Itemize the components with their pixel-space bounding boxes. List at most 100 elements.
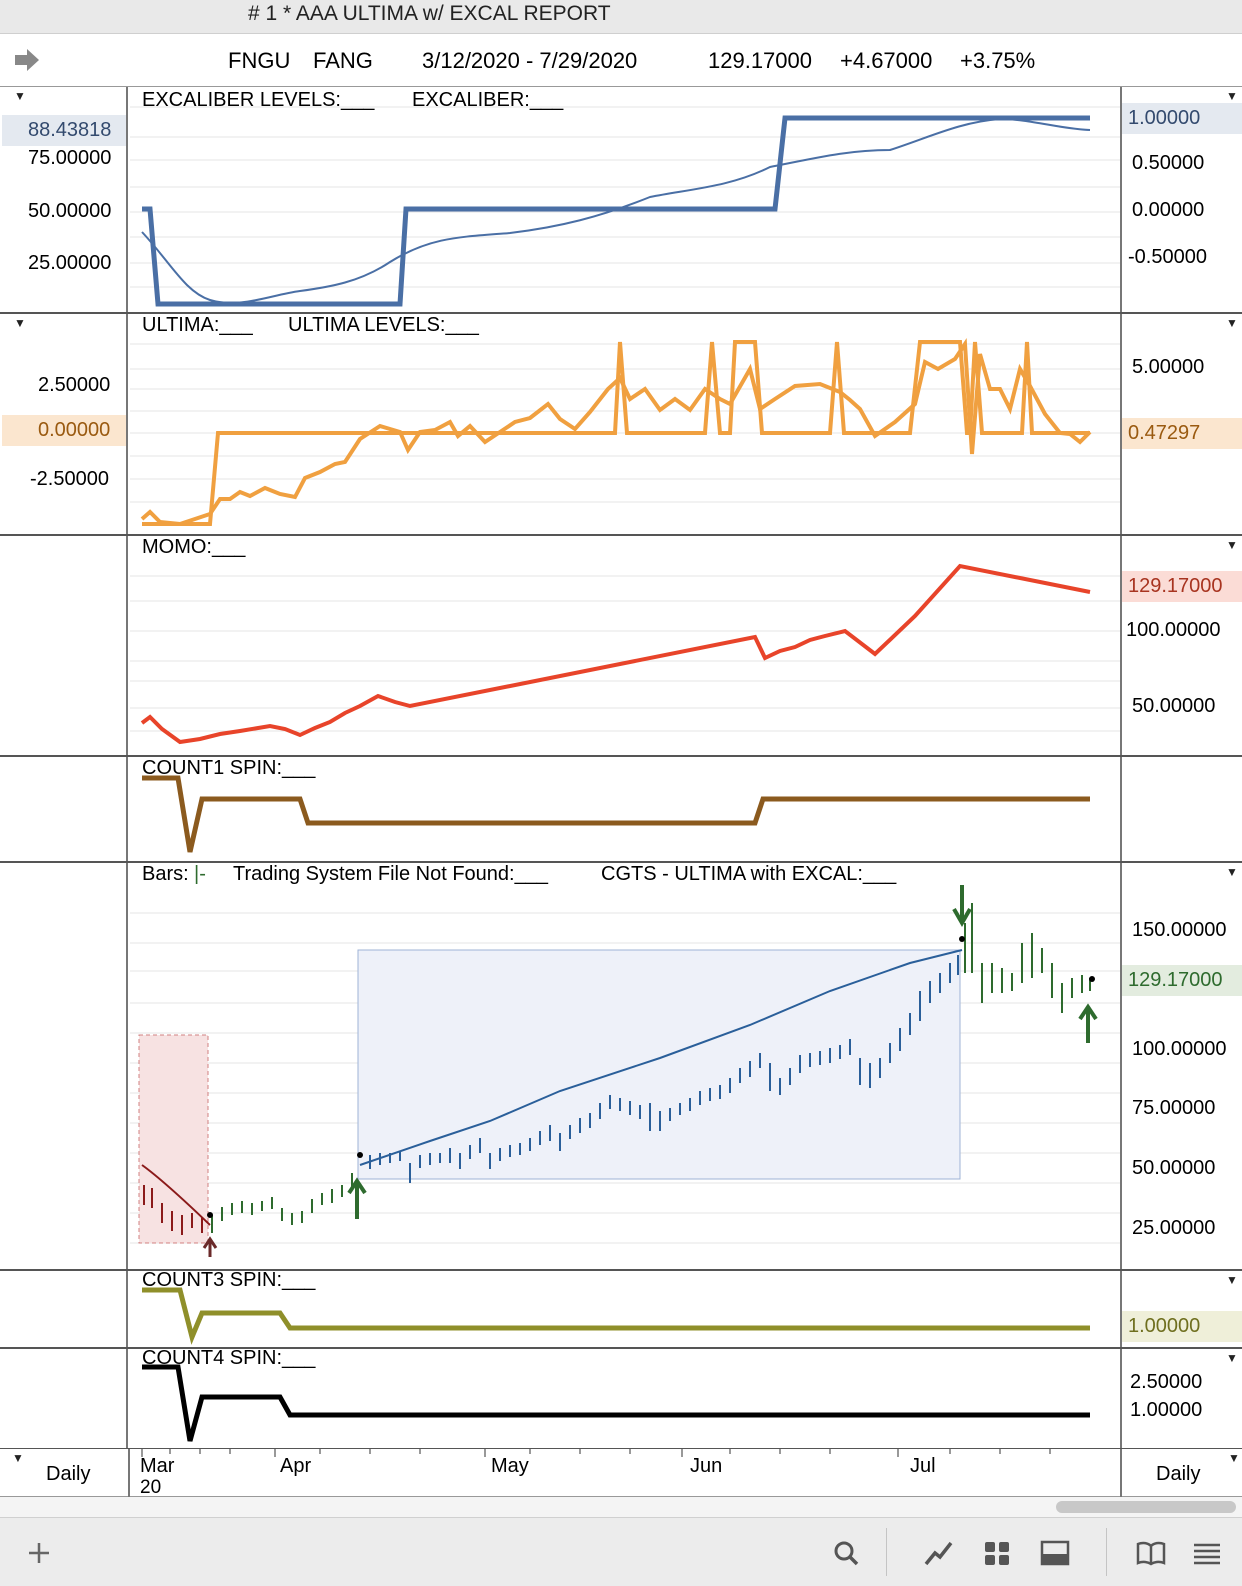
momo-left-axis bbox=[0, 536, 128, 755]
caret-down-icon[interactable]: ▼ bbox=[1228, 1451, 1240, 1465]
caret-down-icon[interactable]: ▼ bbox=[12, 1451, 24, 1465]
axis-tick: 0.50000 bbox=[1132, 152, 1205, 174]
ultima-levels-line bbox=[142, 340, 1090, 526]
bars-left-axis bbox=[0, 863, 128, 1269]
count1-right-axis bbox=[1120, 757, 1242, 861]
legend-momo[interactable]: MOMO:___ bbox=[142, 536, 246, 558]
count1-left-axis bbox=[0, 757, 128, 861]
list-icon[interactable] bbox=[1190, 1538, 1224, 1568]
window-title: # 1 * AAA ULTIMA w/ EXCAL REPORT bbox=[248, 2, 611, 25]
scrollbar-thumb[interactable] bbox=[1056, 1501, 1236, 1513]
axis-tick: -0.50000 bbox=[1128, 246, 1207, 268]
legend-excaliber[interactable]: EXCALIBER:___ bbox=[412, 89, 564, 111]
legend-ultima-levels[interactable]: ULTIMA LEVELS:___ bbox=[288, 314, 479, 336]
count4-left-axis bbox=[0, 1349, 128, 1448]
caret-down-icon[interactable]: ▼ bbox=[1226, 865, 1238, 879]
ultima-left-axis: ▼ 2.50000 -2.50000 0.00000 bbox=[0, 314, 128, 534]
short-zone bbox=[138, 1034, 209, 1244]
ultima-line bbox=[140, 337, 1092, 527]
grid-icon[interactable] bbox=[980, 1538, 1014, 1568]
date-axis: ▼ Daily Mar 20 Apr May Jun Jul ▼ Daily bbox=[0, 1449, 1242, 1498]
legend-cgts[interactable]: CGTS - ULTIMA with EXCAL:___ bbox=[601, 863, 897, 885]
axis-tick: 100.00000 bbox=[1132, 1038, 1227, 1060]
search-icon[interactable] bbox=[830, 1538, 864, 1568]
ultima-right-value: 0.47297 bbox=[1122, 418, 1242, 449]
axis-tick: 50.00000 bbox=[28, 200, 112, 222]
ultima-pane[interactable]: ▼ 2.50000 -2.50000 0.00000 ULTIMA:___ UL… bbox=[0, 314, 1242, 536]
add-icon[interactable] bbox=[22, 1538, 56, 1568]
count4-right-value: 1.00000 bbox=[1130, 1399, 1203, 1421]
buy-arrow-3 bbox=[1078, 1003, 1098, 1043]
count4-plot: COUNT4 SPIN:___ bbox=[130, 1347, 1120, 1448]
axis-tick: 25.00000 bbox=[28, 252, 112, 274]
count1-pane[interactable]: COUNT1 SPIN:___ bbox=[0, 757, 1242, 863]
caret-down-icon[interactable]: ▼ bbox=[1226, 1273, 1238, 1287]
green-price-bars bbox=[211, 903, 1091, 1233]
caret-down-icon[interactable]: ▼ bbox=[14, 316, 26, 330]
axis-tick: 75.00000 bbox=[1132, 1097, 1216, 1119]
axis-tick: 5.00000 bbox=[1132, 356, 1205, 378]
momo-right-value: 129.17000 bbox=[1122, 571, 1242, 602]
buy-arrow-2 bbox=[347, 1177, 367, 1219]
momo-plot: MOMO:___ bbox=[130, 536, 1120, 755]
price-change-pct: +3.75% bbox=[960, 48, 1036, 73]
legend-count3[interactable]: COUNT3 SPIN:___ bbox=[142, 1269, 316, 1291]
count3-plot: COUNT3 SPIN:___ bbox=[130, 1269, 1120, 1347]
bars-right-value: 129.17000 bbox=[1122, 965, 1242, 996]
excaliber-pane[interactable]: ▼ 75.00000 50.00000 25.00000 88.43818 EX… bbox=[0, 87, 1242, 314]
bars-glyph: |- bbox=[194, 863, 206, 885]
month-label: Jul bbox=[910, 1455, 936, 1477]
month-label: May bbox=[491, 1455, 529, 1477]
book-icon[interactable] bbox=[1134, 1538, 1168, 1568]
excaliber-left-axis: ▼ 75.00000 50.00000 25.00000 88.43818 bbox=[0, 87, 128, 312]
line-chart-icon[interactable] bbox=[922, 1538, 956, 1568]
symbol-name: FANG bbox=[313, 48, 373, 73]
month-label: Mar bbox=[140, 1455, 175, 1477]
excaliber-line bbox=[141, 117, 1091, 304]
period-selector-right[interactable]: Daily bbox=[1156, 1463, 1201, 1485]
legend-trading-system[interactable]: Trading System File Not Found:___ bbox=[233, 863, 548, 885]
count4-pane[interactable]: COUNT4 SPIN:___ ▼ 2.50000 1.00000 bbox=[0, 1347, 1242, 1449]
legend-count1[interactable]: COUNT1 SPIN:___ bbox=[142, 757, 316, 779]
axis-tick: -2.50000 bbox=[30, 468, 109, 490]
caret-down-icon[interactable]: ▼ bbox=[14, 89, 26, 103]
caret-down-icon[interactable]: ▼ bbox=[1226, 538, 1238, 552]
date-axis-ticks bbox=[141, 1449, 1051, 1457]
count3-line bbox=[142, 1287, 1090, 1345]
excaliber-plot: EXCALIBER LEVELS:___ EXCALIBER:___ bbox=[130, 87, 1120, 312]
legend-excaliber-levels[interactable]: EXCALIBER LEVELS:___ bbox=[142, 89, 375, 111]
caret-down-icon[interactable]: ▼ bbox=[1226, 316, 1238, 330]
excaliber-right-value: 1.00000 bbox=[1122, 103, 1242, 134]
symbol-info-bar: FNGU FANG 3/12/2020 - 7/29/2020 129.1700… bbox=[0, 35, 1242, 87]
axis-tick: 150.00000 bbox=[1132, 919, 1227, 941]
count4-right-axis: ▼ 2.50000 1.00000 bbox=[1120, 1349, 1242, 1448]
bars-right-axis: ▼ 150.00000 129.17000 100.00000 75.00000… bbox=[1120, 863, 1242, 1269]
panel-icon[interactable] bbox=[1038, 1538, 1072, 1568]
axis-tick: 2.50000 bbox=[38, 374, 111, 396]
bottom-toolbar bbox=[0, 1517, 1242, 1586]
axis-tick: 50.00000 bbox=[1132, 695, 1216, 717]
axis-tick: 75.00000 bbox=[28, 147, 112, 169]
count3-left-axis bbox=[0, 1271, 128, 1347]
count1-line bbox=[142, 775, 1090, 853]
excaliber-levels-line bbox=[142, 115, 1090, 307]
symbol: FNGU bbox=[228, 48, 291, 73]
legend-ultima[interactable]: ULTIMA:___ bbox=[142, 314, 253, 336]
legend-count4[interactable]: COUNT4 SPIN:___ bbox=[142, 1347, 316, 1369]
horizontal-scrollbar[interactable] bbox=[0, 1497, 1242, 1517]
arrow-right-icon[interactable] bbox=[12, 45, 42, 75]
legend-bars[interactable]: Bars: bbox=[142, 863, 189, 885]
period-selector-left[interactable]: Daily bbox=[46, 1463, 91, 1485]
momo-pane[interactable]: MOMO:___ ▼ 129.17000 100.00000 50.00000 bbox=[0, 536, 1242, 757]
price-change: +4.67000 bbox=[840, 48, 933, 73]
caret-down-icon[interactable]: ▼ bbox=[1226, 1351, 1238, 1365]
ultima-right-axis: ▼ 5.00000 0.47297 bbox=[1120, 314, 1242, 534]
count3-pane[interactable]: COUNT3 SPIN:___ ▼ 1.00000 bbox=[0, 1269, 1242, 1349]
count3-right-value: 1.00000 bbox=[1122, 1311, 1242, 1342]
caret-down-icon[interactable]: ▼ bbox=[1226, 89, 1238, 103]
price-bars-pane[interactable]: Bars: |- Trading System File Not Found:_… bbox=[0, 863, 1242, 1271]
count4-line bbox=[142, 1364, 1090, 1442]
red-price-bars bbox=[143, 1185, 203, 1235]
axis-tick: 100.00000 bbox=[1126, 619, 1221, 641]
